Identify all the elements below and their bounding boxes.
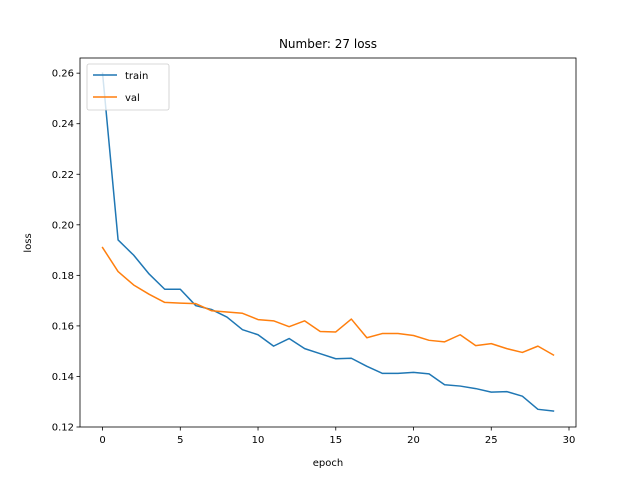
series-layer: [101, 72, 555, 412]
legend-label-train: train: [125, 71, 148, 82]
y-tick-label: 0.16: [52, 321, 74, 332]
y-tick-label: 0.14: [52, 372, 74, 383]
chart-title: Number: 27 loss: [279, 37, 377, 51]
series-line-train: [101, 72, 555, 412]
y-tick-label: 0.20: [52, 220, 74, 231]
y-tick-label: 0.12: [52, 423, 74, 434]
x-tick-label: 0: [99, 435, 105, 446]
x-tick-label: 5: [177, 435, 183, 446]
x-axis: 0 5 10 15 20 25 30: [99, 427, 575, 446]
y-axis-label: loss: [23, 233, 34, 252]
y-tick-label: 0.24: [52, 119, 74, 130]
x-tick-label: 10: [252, 435, 265, 446]
x-tick-label: 25: [485, 435, 498, 446]
x-axis-label: epoch: [313, 458, 343, 469]
series-line-val: [101, 246, 555, 356]
y-tick-label: 0.26: [52, 69, 74, 80]
x-tick-label: 15: [329, 435, 342, 446]
plot-area-frame: [79, 57, 577, 428]
y-axis: 0.12 0.14 0.16 0.18 0.20 0.22 0.24 0.26: [52, 69, 80, 434]
x-tick-label: 30: [563, 435, 576, 446]
y-tick-label: 0.18: [52, 271, 74, 282]
legend: train val: [86, 63, 170, 111]
y-tick-label: 0.22: [52, 170, 74, 181]
x-tick-label: 20: [407, 435, 420, 446]
legend-label-val: val: [125, 93, 140, 104]
